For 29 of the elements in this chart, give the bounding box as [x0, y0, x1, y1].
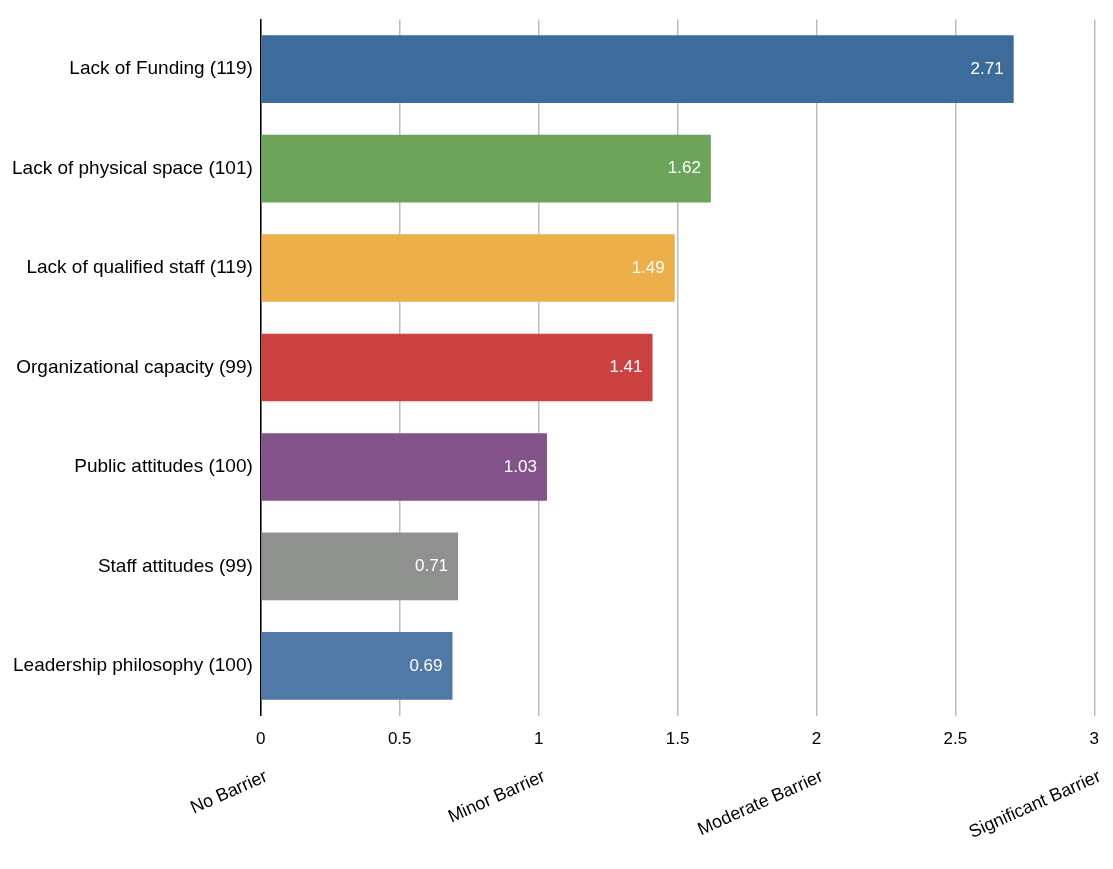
bar	[261, 333, 653, 402]
text: No Barrier	[187, 765, 271, 818]
x-tick-label: 1	[533, 729, 544, 749]
data-label: 0.71	[414, 556, 449, 576]
x-tick-label: 1.5	[665, 729, 690, 749]
y-tick-label: Leadership philosophy (100)	[13, 654, 253, 676]
x-tick-label: 0.5	[387, 729, 412, 749]
data-label: 1.41	[609, 357, 643, 377]
x-tick-label: 2.5	[943, 729, 968, 749]
bar	[261, 433, 547, 501]
bar	[261, 632, 453, 700]
data-label: 1.62	[667, 158, 701, 178]
x-tick-label: 0	[256, 729, 266, 749]
x-tick-label: 3	[1089, 729, 1100, 749]
y-tick-label: Lack of Funding (119)	[69, 57, 253, 79]
y-tick-label: Lack of physical space (101)	[12, 156, 253, 178]
data-label: 1.49	[631, 257, 665, 277]
bar	[261, 234, 675, 302]
y-tick-label: Lack of qualified staff (119)	[26, 256, 253, 278]
data-label: 2.71	[970, 58, 1004, 78]
bar	[261, 35, 1014, 103]
x-tick-label: 2	[811, 729, 822, 749]
bar	[261, 532, 459, 601]
bar	[261, 134, 711, 203]
data-label: 0.69	[409, 655, 443, 675]
y-tick-label: Staff attitudes (99)	[97, 554, 253, 576]
y-tick-label: Public attitudes (100)	[74, 455, 253, 477]
data-label: 1.03	[503, 456, 537, 476]
y-tick-label: Organizational capacity (99)	[16, 355, 253, 377]
